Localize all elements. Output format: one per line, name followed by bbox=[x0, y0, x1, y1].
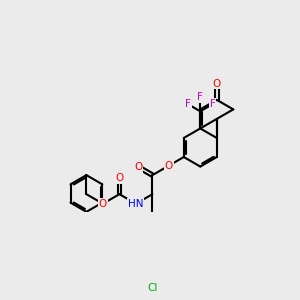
Text: O: O bbox=[165, 160, 173, 171]
Text: F: F bbox=[197, 92, 203, 102]
Text: O: O bbox=[134, 162, 142, 172]
Text: F: F bbox=[210, 99, 216, 109]
Text: Cl: Cl bbox=[147, 283, 158, 293]
Text: O: O bbox=[213, 79, 221, 89]
Text: O: O bbox=[99, 199, 107, 209]
Text: F: F bbox=[185, 99, 191, 109]
Text: O: O bbox=[115, 173, 124, 183]
Text: HN: HN bbox=[128, 199, 144, 209]
